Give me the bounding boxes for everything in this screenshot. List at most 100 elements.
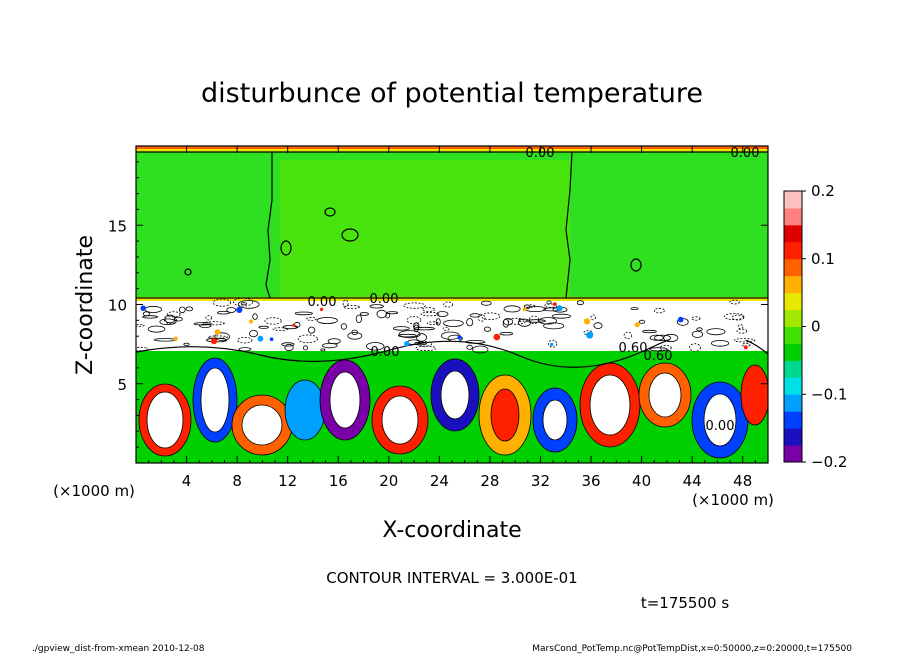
turbulent-contour bbox=[307, 326, 316, 334]
colorbar-swatch bbox=[784, 411, 802, 429]
turbulent-contour bbox=[386, 311, 399, 315]
turbulent-speck bbox=[214, 329, 221, 335]
contour-line bbox=[630, 258, 642, 272]
turbulent-contour bbox=[469, 313, 481, 318]
turbulent-contour bbox=[659, 344, 672, 351]
turbulent-speck bbox=[550, 342, 554, 347]
turbulent-contour bbox=[205, 315, 213, 321]
x-unit-label-bottom: (×1000 m) bbox=[692, 491, 774, 509]
turbulent-contour bbox=[258, 325, 269, 329]
turbulent-contour bbox=[183, 342, 190, 346]
turbulent-speck bbox=[319, 307, 324, 312]
turbulent-contour bbox=[472, 345, 489, 354]
contour-line bbox=[324, 207, 336, 217]
turbulent-speck bbox=[257, 335, 264, 342]
turbulent-contour bbox=[442, 326, 450, 331]
colorbar-swatch bbox=[784, 360, 802, 378]
field-blob bbox=[740, 364, 768, 426]
turbulent-contour bbox=[436, 311, 449, 317]
turbulent-contour bbox=[297, 334, 318, 344]
turbulent-contour bbox=[306, 316, 317, 321]
contour-line bbox=[565, 151, 573, 299]
plot-area: 0.00 0.00 0.00 0.00 0.00 0.600.60 0.00 bbox=[136, 146, 768, 463]
y-tick-label: 15 bbox=[108, 217, 127, 235]
contour-line bbox=[265, 152, 273, 299]
turbulent-speck bbox=[457, 335, 462, 340]
turbulent-contour bbox=[503, 305, 521, 313]
colorbar-tick-label: 0 bbox=[811, 318, 821, 336]
turbulent-contour bbox=[281, 342, 295, 347]
colorbar-swatch bbox=[784, 394, 802, 412]
turbulent-contour bbox=[525, 319, 546, 323]
x-tick-label: 4 bbox=[182, 472, 192, 490]
turbulent-contour bbox=[136, 346, 149, 352]
colorbar-swatch bbox=[784, 224, 802, 243]
turbulent-contour bbox=[366, 342, 385, 351]
turbulent-contour bbox=[207, 335, 228, 339]
x-tick-label: 12 bbox=[278, 472, 297, 490]
turbulent-contour bbox=[480, 312, 501, 320]
colorbar-tick-label: −0.2 bbox=[811, 453, 847, 471]
upper-contours bbox=[136, 151, 768, 299]
x-tick-label: 32 bbox=[531, 472, 550, 490]
turbulent-contour bbox=[576, 300, 585, 306]
turbulent-contour bbox=[499, 332, 514, 336]
colorbar-swatch bbox=[784, 207, 802, 226]
turbulent-contour bbox=[466, 318, 474, 327]
turbulent-contour bbox=[398, 330, 421, 339]
turbulent-contour bbox=[272, 327, 289, 331]
field-blob bbox=[329, 371, 361, 429]
x-axis: 4 8 12 16 20 24 28 32 36 40 44 48 bbox=[148, 146, 756, 490]
turbulent-contour bbox=[214, 332, 230, 342]
turbulent-contour bbox=[397, 333, 417, 338]
turbulent-contour bbox=[164, 314, 176, 324]
turbulent-contour bbox=[212, 298, 232, 307]
convective-blobs bbox=[136, 340, 768, 459]
turbulent-contour bbox=[359, 312, 369, 316]
turbulent-contour bbox=[546, 300, 552, 305]
turbulent-contour bbox=[710, 339, 730, 347]
turbulent-contour bbox=[142, 315, 159, 319]
chart-title: disturbunce of potential temperature bbox=[201, 78, 703, 109]
colorbar-swatch bbox=[784, 326, 802, 344]
turbulent-contour bbox=[435, 318, 441, 326]
turbulent-contour bbox=[413, 322, 420, 331]
turbulent-contour bbox=[502, 318, 510, 328]
turbulent-contour bbox=[443, 319, 464, 327]
contour-label: 0.60 bbox=[619, 341, 648, 356]
contour-label: 0.00 bbox=[526, 146, 555, 161]
turbulent-contour bbox=[237, 300, 260, 309]
turbulent-contour bbox=[392, 326, 410, 331]
turbulent-contour bbox=[696, 327, 703, 332]
turbulent-contour bbox=[376, 309, 387, 319]
turbulent-contour bbox=[630, 307, 639, 311]
turbulent-contour bbox=[736, 328, 748, 334]
turbulent-contour bbox=[237, 337, 253, 344]
turbulent-contour bbox=[544, 303, 558, 308]
colorbar-swatch bbox=[784, 377, 802, 395]
turbulent-layer-background bbox=[136, 301, 768, 351]
turbulent-speck bbox=[553, 302, 557, 306]
turbulent-contour bbox=[623, 331, 633, 339]
contour-label: 0.60 bbox=[644, 349, 673, 364]
turbulent-contour bbox=[166, 311, 181, 318]
turbulent-speck bbox=[583, 318, 591, 325]
y-tick-label: 5 bbox=[117, 376, 127, 394]
x-tick-label: 36 bbox=[581, 472, 600, 490]
x-tick-label: 20 bbox=[379, 472, 398, 490]
turbulent-contour bbox=[193, 322, 213, 326]
y-axis: 5 10 15 bbox=[108, 161, 768, 448]
turbulent-contour bbox=[416, 341, 433, 347]
turbulent-speck bbox=[743, 345, 748, 350]
contour-labels: 0.00 0.00 0.00 0.00 0.00 0.600.60 0.00 bbox=[308, 146, 760, 434]
turbulent-contour bbox=[507, 317, 526, 325]
turbulent-contour bbox=[420, 311, 440, 317]
turbulent-contour bbox=[729, 299, 740, 305]
contour-label: 0.00 bbox=[706, 419, 735, 434]
time-text: t=175500 s bbox=[641, 594, 729, 612]
x-tick-label: 28 bbox=[480, 472, 499, 490]
turbulent-contour bbox=[415, 345, 437, 351]
y-unit-label-left: (×1000 m) bbox=[53, 482, 135, 500]
turbulent-contour bbox=[706, 328, 726, 336]
